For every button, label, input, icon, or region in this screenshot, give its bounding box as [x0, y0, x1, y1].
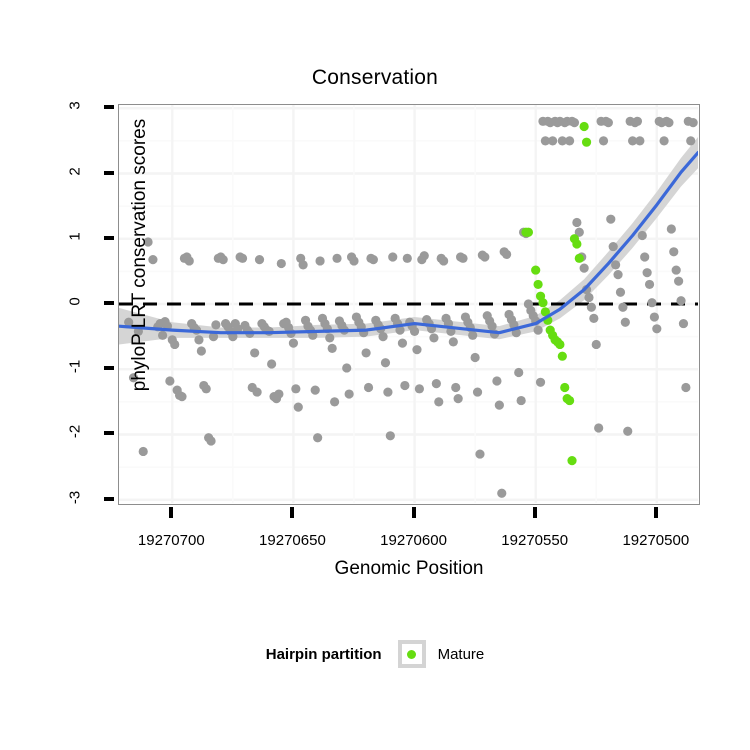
legend-entry-label: Mature [437, 645, 485, 663]
y-tick-label: 0 [66, 297, 84, 306]
y-tick-label: 3 [66, 101, 84, 110]
y-tick-label: -1 [66, 360, 84, 374]
y-axis-label: phyloP LRT conservation scores [129, 118, 150, 392]
y-tick-label: 2 [66, 166, 84, 176]
loess-trend-line [119, 151, 698, 335]
y-tick-mark [104, 105, 114, 110]
y-tick-mark [104, 366, 114, 371]
x-tick-mark [290, 507, 295, 518]
y-tick-mark [104, 496, 114, 501]
page-title: Conservation [311, 66, 439, 89]
plot-area [119, 105, 698, 503]
x-tick-mark [411, 507, 416, 518]
scatter-points-other [124, 116, 698, 498]
y-tick-label: 1 [66, 232, 84, 241]
x-tick-label: 19270700 [137, 532, 205, 549]
x-axis-label: Genomic Position [334, 558, 484, 579]
x-tick-mark [169, 507, 174, 518]
legend-key-mature[interactable] [397, 640, 426, 668]
x-tick-label: 19270500 [622, 532, 690, 549]
loess-confidence-ribbon [119, 136, 698, 345]
y-tick-mark [104, 235, 114, 240]
y-tick-label: -2 [66, 425, 84, 439]
x-tick-mark [532, 507, 537, 518]
y-tick-mark [104, 431, 114, 436]
y-tick-mark [104, 301, 114, 305]
x-tick-label: 19270600 [380, 532, 447, 549]
y-tick-mark [104, 170, 114, 175]
legend-dot-icon [407, 649, 417, 659]
x-tick-label: 19270650 [259, 532, 326, 549]
x-tick-mark [653, 507, 658, 518]
y-tick-label: -3 [66, 490, 84, 504]
plot-panel [118, 104, 700, 505]
legend: Hairpin partition Mature [0, 640, 750, 668]
x-tick-label: 19270550 [501, 532, 569, 549]
scatter-points-mature [521, 121, 592, 466]
legend-title: Hairpin partition [265, 645, 382, 663]
